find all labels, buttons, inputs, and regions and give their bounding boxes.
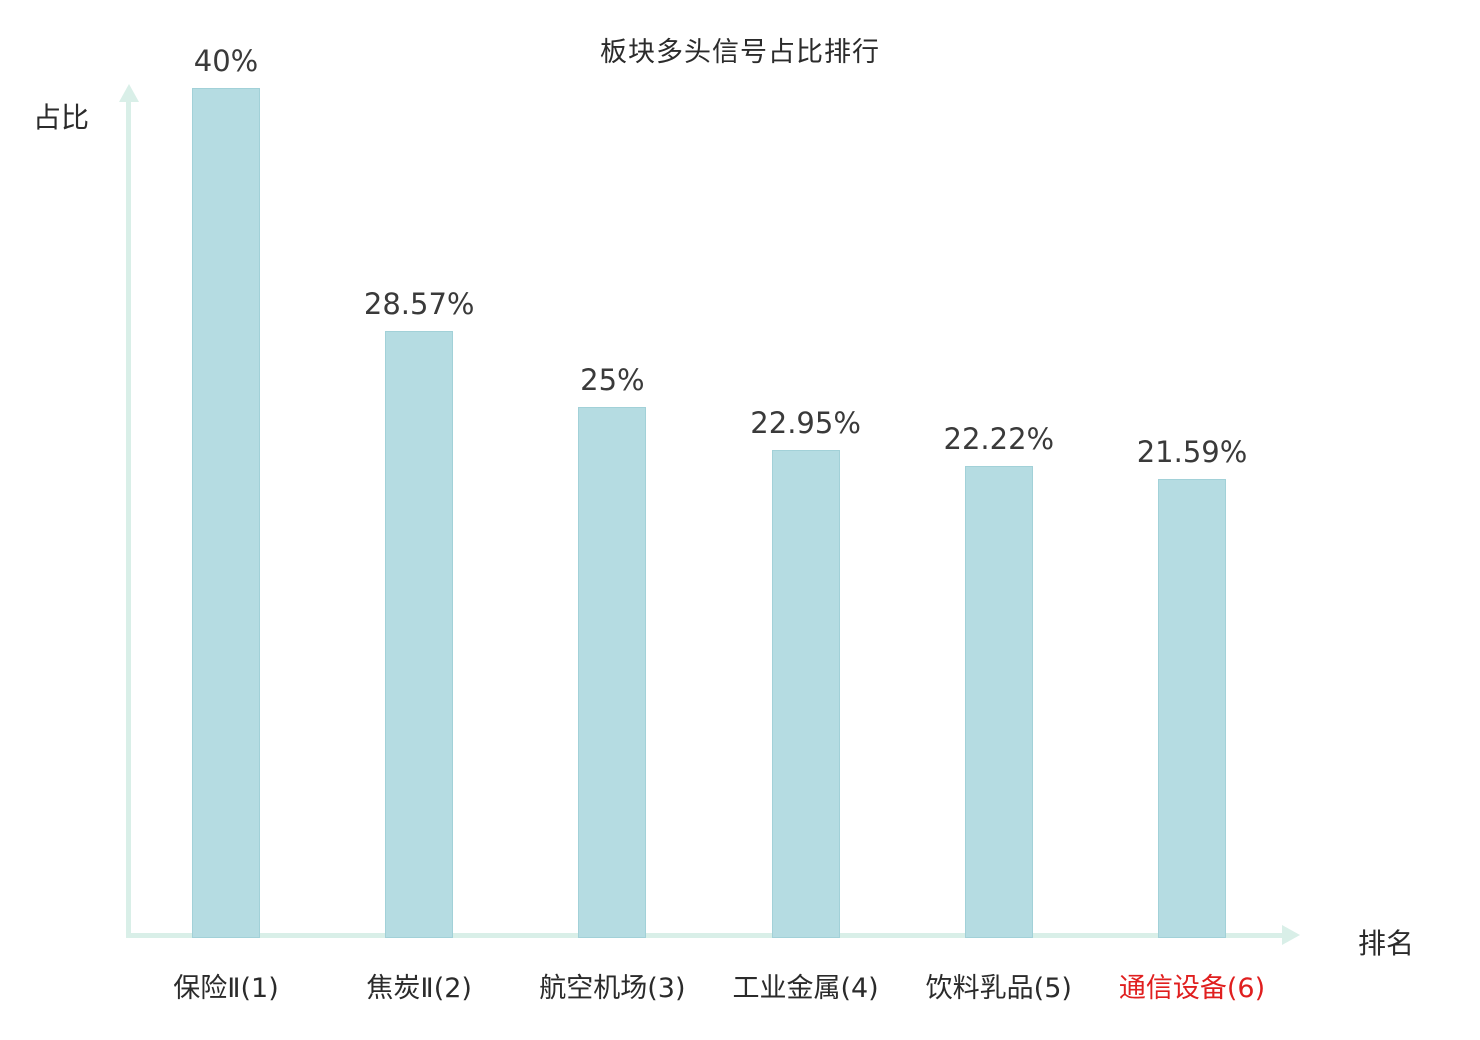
- bar: [192, 88, 260, 938]
- x-axis-line: [126, 933, 1284, 938]
- x-axis-arrow-icon: [1282, 925, 1300, 945]
- bar-value-label: 22.95%: [750, 406, 861, 441]
- category-label: 焦炭Ⅱ(2): [366, 973, 472, 1004]
- y-axis-line: [126, 100, 131, 938]
- category-label: 通信设备(6): [1118, 973, 1266, 1004]
- chart-title: 板块多头信号占比排行: [600, 37, 880, 68]
- category-label: 航空机场(3): [539, 973, 686, 1004]
- bar-value-label: 28.57%: [363, 286, 475, 321]
- category-label: 饮料乳品(5): [925, 973, 1072, 1004]
- bar: [1158, 479, 1226, 938]
- bar-value-label: 25%: [580, 362, 645, 397]
- category-label: 工业金属(4): [732, 973, 879, 1004]
- bar: [578, 406, 647, 938]
- bar: [771, 450, 840, 938]
- bar-value-label: 21.59%: [1136, 435, 1248, 470]
- bar-value-label: 22.22%: [943, 421, 1055, 456]
- x-axis-label: 排名: [1358, 927, 1415, 960]
- bar: [964, 465, 1033, 938]
- bar-value-label: 40%: [193, 44, 259, 78]
- category-label: 保险Ⅱ(1): [173, 973, 279, 1004]
- y-axis-arrow-icon: [119, 84, 139, 102]
- bar: [385, 330, 454, 938]
- y-axis-label: 占比: [33, 101, 90, 134]
